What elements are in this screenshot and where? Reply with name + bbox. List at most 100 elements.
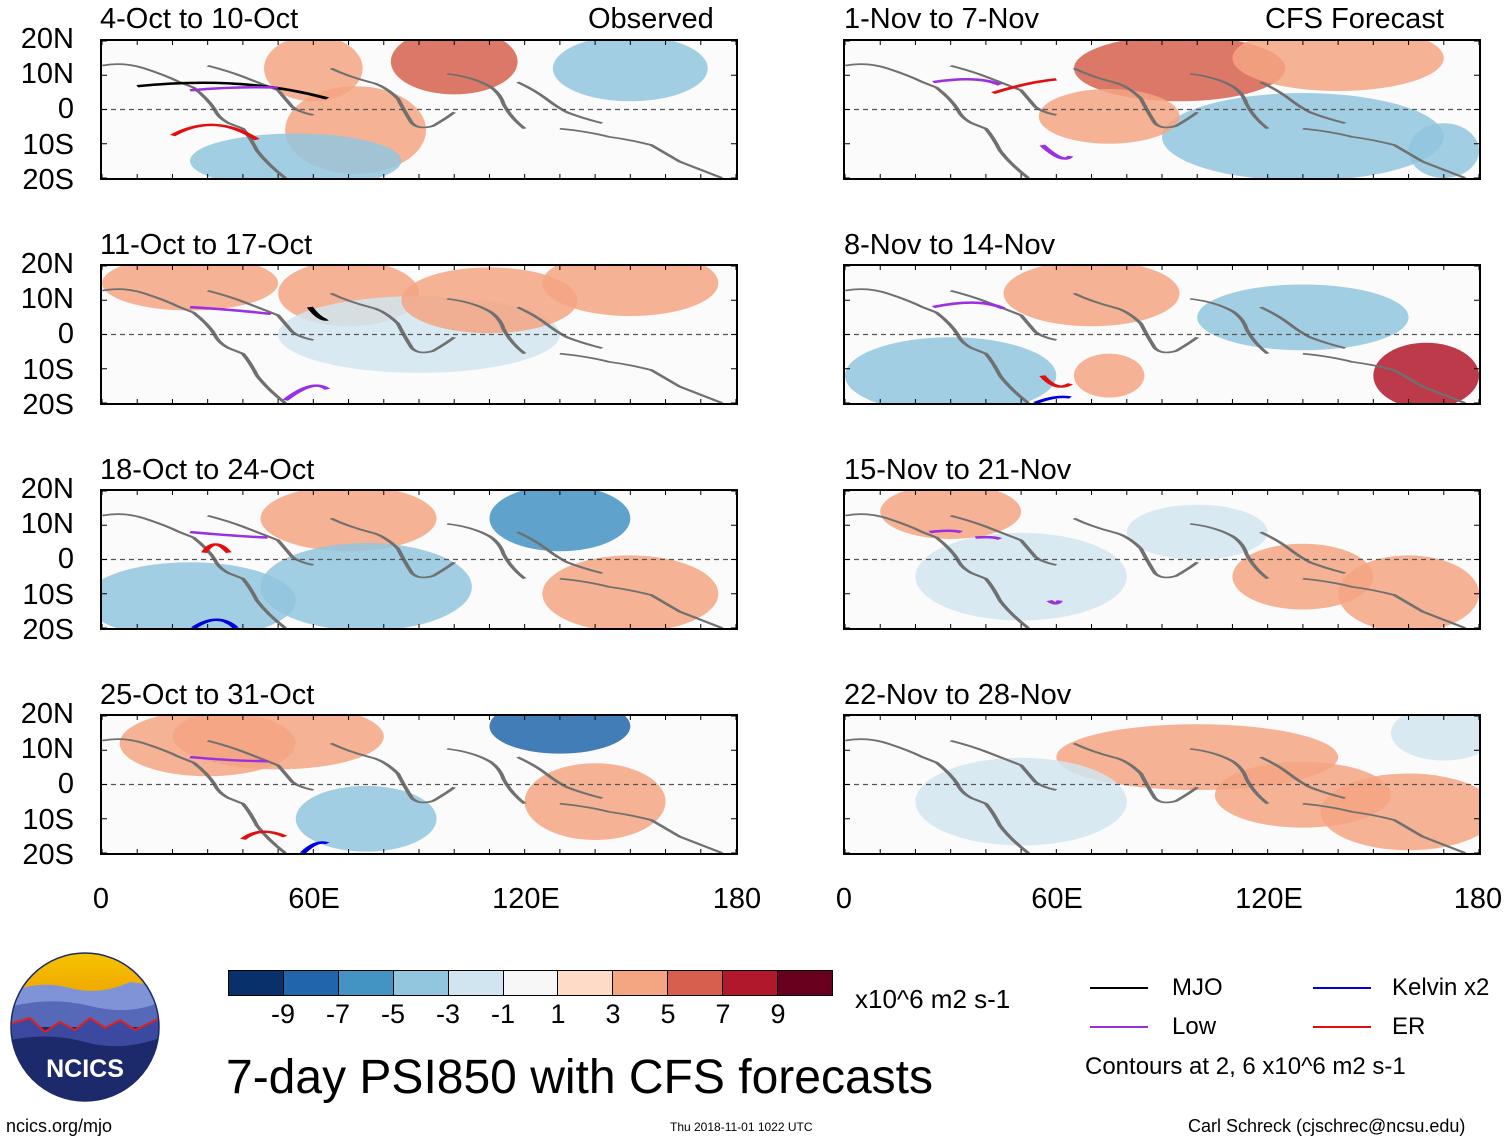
x-tick-0: 0 <box>92 883 110 915</box>
colorbar <box>228 970 833 996</box>
psi-anomaly <box>915 757 1127 846</box>
x-tick-60e: 60E <box>1031 883 1083 915</box>
footer-credit: Carl Schreck (cjschrec@ncsu.edu) <box>1188 1116 1466 1136</box>
psi-anomaly <box>489 716 631 754</box>
psi-anomaly <box>1126 504 1268 560</box>
psi-anomaly <box>552 41 708 102</box>
y-tick-20s: 20S <box>22 614 74 646</box>
colorbar-tick-label: -9 <box>270 999 296 1029</box>
panel-title-obs-2: 11-Oct to 17-Oct <box>100 229 313 261</box>
psi-anomaly <box>1232 543 1374 610</box>
contour-line <box>928 529 963 534</box>
x-tick-180: 180 <box>1453 883 1503 915</box>
legend-kelvin-label: Kelvin x2 <box>1392 974 1490 1001</box>
map-panel-fc-2 <box>843 264 1481 405</box>
psi-anomaly <box>1038 88 1180 144</box>
colorbar-units: x10^6 m2 s-1 <box>855 984 1011 1014</box>
contour-line <box>1039 144 1074 160</box>
map-panel-fc-1 <box>843 39 1481 180</box>
psi-anomaly <box>1390 716 1479 761</box>
panel-title-fc-4: 22-Nov to 28-Nov <box>844 679 1072 711</box>
contour-line <box>931 301 1006 310</box>
contour-line <box>201 543 232 554</box>
colorbar-tick-label: -1 <box>490 999 516 1029</box>
psi-anomaly <box>1338 555 1479 628</box>
psi-anomaly <box>102 562 296 628</box>
contour-line <box>189 755 268 763</box>
psi-anomaly <box>1373 342 1479 403</box>
map-panel-obs-2 <box>100 264 738 405</box>
colorbar-swatch <box>502 971 558 995</box>
contour-line <box>169 123 260 141</box>
psi-anomaly <box>390 41 518 95</box>
y-tick-20s: 20S <box>22 164 74 196</box>
legend-er-label: ER <box>1392 1013 1426 1040</box>
x-tick-120e: 120E <box>492 883 560 915</box>
y-tick-20n: 20N <box>20 698 74 730</box>
y-tick-10n: 10N <box>20 733 74 765</box>
contour-line <box>974 535 1003 540</box>
legend-kelvin-line <box>1313 987 1371 989</box>
contours-note: Contours at 2, 6 x10^6 m2 s-1 <box>1085 1053 1406 1080</box>
footer-timestamp: Thu 2018-11-01 1022 UTC <box>670 1120 813 1134</box>
psi-anomaly <box>401 267 578 334</box>
contour-line <box>1032 395 1072 403</box>
psi-anomaly <box>1162 93 1444 178</box>
colorbar-tick-label: 5 <box>660 999 676 1029</box>
y-tick-20n: 20N <box>20 23 74 55</box>
legend-mjo-label: MJO <box>1172 974 1223 1001</box>
map-panel-fc-4 <box>843 714 1481 855</box>
colorbar-tick-label: -5 <box>380 999 406 1029</box>
y-tick-0: 0 <box>57 543 74 575</box>
contour-line <box>282 384 331 401</box>
colorbar-tick-label: 1 <box>550 999 566 1029</box>
y-tick-10n: 10N <box>20 58 74 90</box>
x-tick-180: 180 <box>712 883 762 915</box>
y-tick-10s: 10S <box>22 129 74 161</box>
legend-low-line <box>1090 1026 1148 1028</box>
colorbar-tick-label: 7 <box>715 999 731 1029</box>
colorbar-swatch <box>777 971 832 995</box>
x-tick-120e: 120E <box>1235 883 1303 915</box>
colorbar-swatch <box>612 971 668 995</box>
colorbar-tick-label: -3 <box>435 999 461 1029</box>
panel-title-obs-3: 18-Oct to 24-Oct <box>100 454 315 486</box>
map-panel-obs-4 <box>100 714 738 855</box>
ncics-logo: NCICS <box>10 952 160 1102</box>
panel-title-fc-1: 1-Nov to 7-Nov <box>844 3 1040 35</box>
y-tick-0: 0 <box>57 93 74 125</box>
psi-anomaly <box>542 266 719 316</box>
psi-anomaly <box>260 491 437 552</box>
legend-mjo-line <box>1090 987 1148 989</box>
colorbar-tick-label: 9 <box>770 999 786 1029</box>
psi-anomaly <box>190 133 402 178</box>
colorbar-swatch <box>392 971 448 995</box>
y-tick-20n: 20N <box>20 248 74 280</box>
x-tick-0: 0 <box>835 883 853 915</box>
contour-line <box>306 306 329 321</box>
y-tick-0: 0 <box>57 768 74 800</box>
contour-line <box>136 81 330 100</box>
panel-title-obs-4: 25-Oct to 31-Oct <box>100 679 315 711</box>
y-tick-10s: 10S <box>22 804 74 836</box>
psi-anomaly <box>264 41 363 102</box>
x-tick-60e: 60E <box>288 883 340 915</box>
legend-low-label: Low <box>1172 1013 1217 1040</box>
y-tick-0: 0 <box>57 318 74 350</box>
psi-anomaly <box>845 337 1057 403</box>
psi-anomaly <box>915 532 1127 621</box>
contour-line <box>240 830 288 840</box>
colorbar-tick-label: 3 <box>605 999 621 1029</box>
y-tick-10s: 10S <box>22 354 74 386</box>
colorbar-swatch <box>667 971 723 995</box>
colorbar-swatch <box>722 971 778 995</box>
logo-text: NCICS <box>46 1055 124 1083</box>
contour-line <box>189 305 272 316</box>
main-title: 7-day PSI850 with CFS forecasts <box>226 1051 933 1104</box>
forecast-label: CFS Forecast <box>1265 3 1444 35</box>
observed-label: Observed <box>588 3 714 35</box>
colorbar-swatch <box>282 971 338 995</box>
colorbar-swatch <box>447 971 503 995</box>
footer-url[interactable]: ncics.org/mjo <box>6 1116 113 1136</box>
map-panel-fc-3 <box>843 489 1481 630</box>
